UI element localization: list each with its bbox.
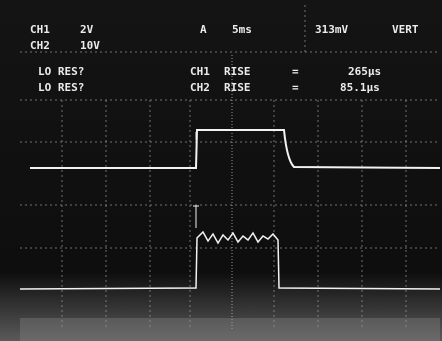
ch2-label: CH2: [30, 39, 50, 52]
ch1-label: CH1: [30, 23, 50, 36]
value: 85.1µs: [340, 81, 380, 94]
ch2-scale: 10V: [80, 39, 100, 52]
parameter: RISE: [224, 81, 251, 94]
channel: CH1: [190, 65, 210, 78]
status: LO RES?: [38, 81, 84, 94]
screen-background: [0, 0, 442, 341]
ch1-scale: 2V: [80, 23, 94, 36]
trigger-source: A: [200, 23, 207, 36]
equals: =: [292, 65, 299, 78]
status: LO RES?: [38, 65, 84, 78]
parameter: RISE: [224, 65, 251, 78]
equals: =: [292, 81, 299, 94]
trigger-level: 313mV: [315, 23, 348, 36]
oscilloscope-screen: CH1 2V CH2 10V A 5ms 313mV VERT LO RES? …: [0, 0, 442, 341]
value: 265µs: [348, 65, 381, 78]
timebase: 5ms: [232, 23, 252, 36]
channel: CH2: [190, 81, 210, 94]
screen-glare: [20, 318, 440, 341]
mode: VERT: [392, 23, 419, 36]
